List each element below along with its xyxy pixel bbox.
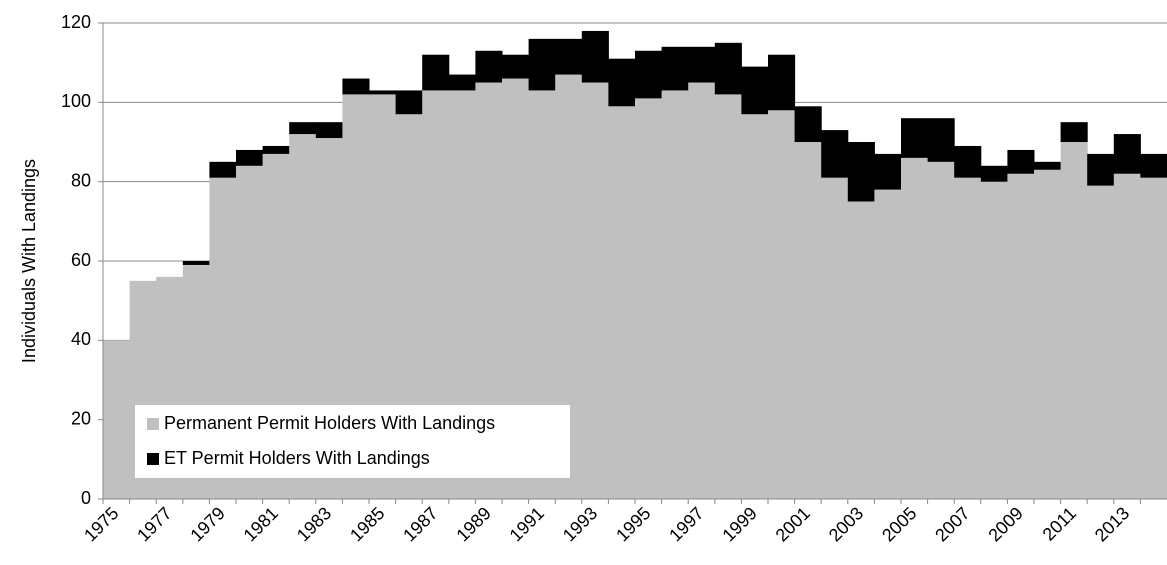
bar-segment [980, 165, 1008, 182]
x-tick-label: 1989 [452, 503, 494, 545]
bar-segment [821, 177, 849, 499]
bar-segment [342, 78, 370, 95]
x-tick-label: 1975 [80, 503, 122, 545]
bar-segment [1140, 177, 1167, 499]
bar-segment [103, 340, 131, 499]
legend-label: Permanent Permit Holders With Landings [164, 413, 495, 433]
bar-segment [1087, 153, 1115, 186]
bar-segment [1140, 153, 1167, 178]
bar-segment [1034, 169, 1062, 499]
bar-segment [901, 157, 929, 499]
y-tick-label: 0 [81, 488, 91, 508]
bar-segment [262, 145, 290, 154]
x-tick-label: 1987 [399, 503, 441, 545]
bar-segment [794, 142, 822, 499]
bar-segment [581, 30, 609, 83]
x-tick-label: 1999 [718, 503, 760, 545]
y-tick-label: 60 [71, 250, 91, 270]
y-tick-label: 40 [71, 329, 91, 349]
bar-segment [688, 82, 716, 499]
bar-segment [874, 153, 902, 190]
x-tick-label: 2009 [984, 503, 1026, 545]
x-tick-label: 1995 [612, 503, 654, 545]
y-tick-label: 120 [61, 12, 91, 32]
x-tick-label: 1997 [665, 503, 707, 545]
x-tick-label: 1991 [506, 503, 548, 545]
bar-segment [661, 46, 689, 91]
bar-segment [289, 122, 317, 135]
y-tick-label: 20 [71, 408, 91, 428]
y-tick-label: 100 [61, 91, 91, 111]
bar-segment [581, 82, 609, 499]
bar-segment [1007, 149, 1035, 174]
bar-segment [714, 42, 742, 95]
legend-swatch [147, 453, 159, 465]
bar-segment [315, 122, 343, 139]
bar-segment [901, 118, 929, 158]
bar-segment [1113, 134, 1141, 174]
bar-segment [1034, 161, 1062, 170]
bar-segment [768, 110, 796, 500]
bar-segment [236, 149, 264, 166]
legend-box [135, 405, 570, 478]
x-tick-label: 2001 [772, 503, 814, 545]
bar-segment [741, 66, 769, 115]
bar-segment [395, 90, 423, 115]
x-tick-label: 2005 [878, 503, 920, 545]
bar-segment [847, 201, 875, 499]
x-tick-label: 2003 [825, 503, 867, 545]
bar-segment [954, 145, 982, 178]
x-tick-label: 1985 [346, 503, 388, 545]
bar-segment [927, 161, 955, 500]
bar-segment [741, 114, 769, 499]
bar-segment [475, 50, 503, 83]
bar-segment [821, 130, 849, 178]
legend-label: ET Permit Holders With Landings [164, 448, 430, 468]
bar-segment [1060, 122, 1088, 142]
bar-segment [608, 58, 636, 107]
bar-segment [448, 74, 476, 91]
bar-segment [608, 106, 636, 500]
bar-segment [661, 90, 689, 499]
legend-swatch [147, 418, 159, 430]
x-tick-label: 2007 [931, 503, 973, 545]
bar-segment [422, 54, 450, 91]
bar-segment [555, 38, 583, 75]
bar-segment [768, 54, 796, 111]
bar-segment [502, 54, 530, 79]
bar-segment [528, 38, 556, 91]
bar-segment [369, 90, 397, 95]
bar-segment [794, 106, 822, 142]
x-tick-label: 1979 [186, 503, 228, 545]
y-axis-title: Individuals With Landings [19, 159, 39, 363]
bar-segment [1087, 185, 1115, 499]
bar-segment [635, 50, 663, 99]
bar-segment [688, 46, 716, 83]
bar-segment [954, 177, 982, 499]
bar-segment [874, 189, 902, 499]
x-tick-label: 1977 [133, 503, 175, 545]
bar-segment [927, 118, 955, 162]
bar-segment [635, 98, 663, 499]
x-tick-label: 2011 [1039, 503, 1081, 545]
bar-segment [980, 181, 1008, 499]
x-tick-label: 1981 [240, 503, 282, 545]
bar-segment [1007, 173, 1035, 499]
bar-segment [209, 161, 237, 178]
bar-segment [714, 94, 742, 500]
bar-segment [1060, 142, 1088, 499]
x-tick-label: 2013 [1091, 503, 1133, 545]
x-tick-label: 1983 [293, 503, 335, 545]
bar-segment [847, 142, 875, 202]
x-tick-label: 1993 [559, 503, 601, 545]
y-tick-label: 80 [71, 170, 91, 190]
bar-segment [1113, 173, 1141, 499]
bar-segment [182, 261, 210, 265]
